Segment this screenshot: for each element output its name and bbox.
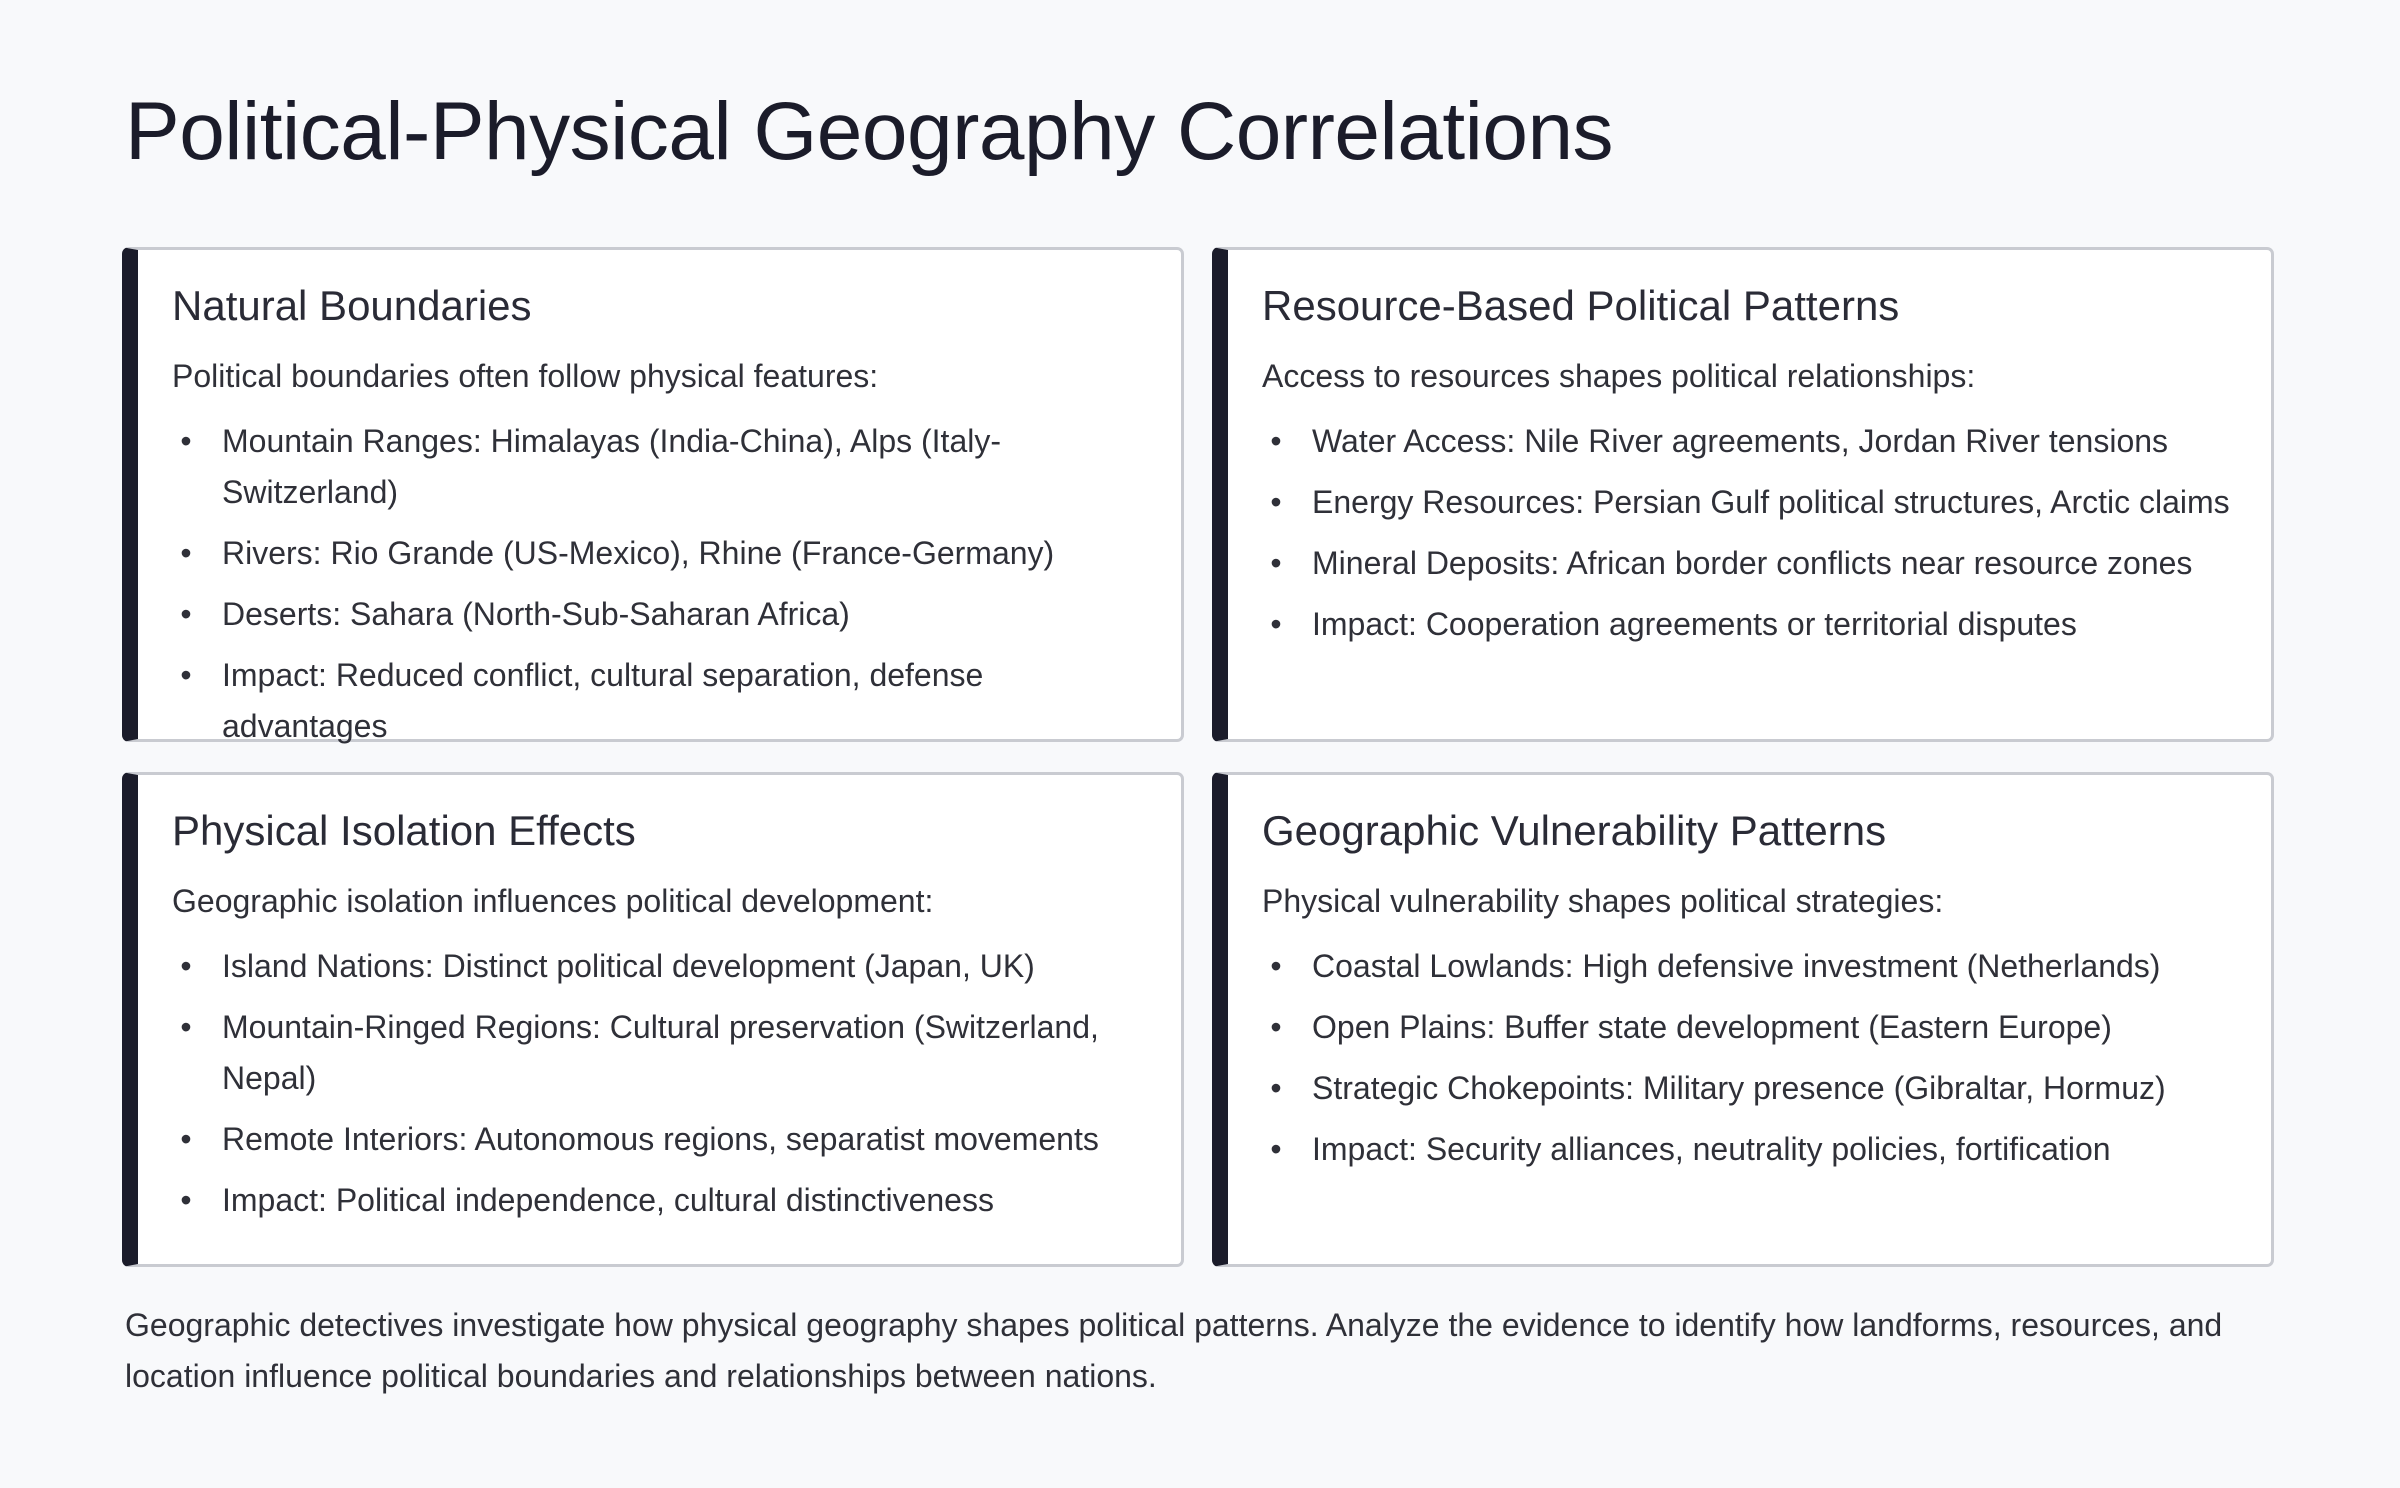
card-physical-isolation-effects: Physical Isolation Effects Geographic is… xyxy=(122,772,1184,1267)
list-item: • Coastal Lowlands: High defensive invest… xyxy=(1262,941,2241,992)
bullet-icon: • xyxy=(1270,1009,1282,1045)
card-title: Geographic Vulnerability Patterns xyxy=(1262,807,1887,854)
list-item-text: Open Plains: Buffer state development (E… xyxy=(1312,1009,2112,1045)
list-item: • Impact: Reduced conflict, cultural sepa… xyxy=(172,650,1151,752)
list-item-text: Mountain Ranges: Himalayas (India-China)… xyxy=(222,423,1001,510)
list-item: • Open Plains: Buffer state development (… xyxy=(1262,1002,2241,1053)
list-item-text: Mineral Deposits: African border conflic… xyxy=(1312,545,2193,581)
bullet-icon: • xyxy=(1270,606,1282,642)
list-item: • Deserts: Sahara (North-Sub-Saharan Afri… xyxy=(172,589,1151,640)
list-item: • Mountain Ranges: Himalayas (India-China… xyxy=(172,416,1151,518)
bullet-icon: • xyxy=(1270,948,1282,984)
card-list: • Coastal Lowlands: High defensive invest… xyxy=(1262,941,2241,1175)
list-item: • Energy Resources: Persian Gulf politica… xyxy=(1262,477,2241,528)
bullet-icon: • xyxy=(1270,1131,1282,1167)
card-title: Physical Isolation Effects xyxy=(172,807,636,854)
list-item-text: Island Nations: Distinct political devel… xyxy=(222,948,1035,984)
card-intro: Access to resources shapes political rel… xyxy=(1262,358,1976,394)
page-title: Political-Physical Geography Correlation… xyxy=(125,86,1614,177)
bullet-icon: • xyxy=(180,423,192,459)
list-item-text: Mountain-Ringed Regions: Cultural preser… xyxy=(222,1009,1099,1096)
card-title: Natural Boundaries xyxy=(172,282,532,329)
list-item-text: Impact: Security alliances, neutrality p… xyxy=(1312,1131,2111,1167)
card-list: • Mountain Ranges: Himalayas (India-China… xyxy=(172,416,1151,752)
card-grid: Natural Boundaries Political boundaries … xyxy=(122,247,2274,1267)
list-item-text: Water Access: Nile River agreements, Jor… xyxy=(1312,423,2169,459)
list-item-text: Impact: Political independence, cultural… xyxy=(222,1182,994,1218)
list-item: • Mineral Deposits: African border confli… xyxy=(1262,538,2241,589)
card-resource-based-political-patterns: Resource-Based Political Patterns Access… xyxy=(1212,247,2274,742)
list-item: • Remote Interiors: Autonomous regions, s… xyxy=(172,1114,1151,1165)
list-item-text: Strategic Chokepoints: Military presence… xyxy=(1312,1070,2166,1106)
list-item: • Island Nations: Distinct political deve… xyxy=(172,941,1151,992)
card-list: • Water Access: Nile River agreements, Jo… xyxy=(1262,416,2241,650)
card-list: • Island Nations: Distinct political deve… xyxy=(172,941,1151,1226)
card-geographic-vulnerability-patterns: Geographic Vulnerability Patterns Physic… xyxy=(1212,772,2274,1267)
card-intro: Geographic isolation influences politica… xyxy=(172,883,934,919)
list-item: • Impact: Political independence, cultura… xyxy=(172,1175,1151,1226)
list-item-text: Deserts: Sahara (North-Sub-Saharan Afric… xyxy=(222,596,850,632)
list-item: • Rivers: Rio Grande (US-Mexico), Rhine (… xyxy=(172,528,1151,579)
list-item-text: Rivers: Rio Grande (US-Mexico), Rhine (F… xyxy=(222,535,1055,571)
list-item-text: Remote Interiors: Autonomous regions, se… xyxy=(222,1121,1099,1157)
bullet-icon: • xyxy=(1270,423,1282,459)
list-item: • Water Access: Nile River agreements, Jo… xyxy=(1262,416,2241,467)
bullet-icon: • xyxy=(180,1121,192,1157)
footer-description: Geographic detectives investigate how ph… xyxy=(125,1307,2223,1394)
bullet-icon: • xyxy=(1270,1070,1282,1106)
list-item: • Strategic Chokepoints: Military presenc… xyxy=(1262,1063,2241,1114)
card-title: Resource-Based Political Patterns xyxy=(1262,282,1900,329)
card-intro: Physical vulnerability shapes political … xyxy=(1262,883,1944,919)
bullet-icon: • xyxy=(180,948,192,984)
card-intro: Political boundaries often follow physic… xyxy=(172,358,879,394)
bullet-icon: • xyxy=(180,657,192,693)
list-item-text: Coastal Lowlands: High defensive investm… xyxy=(1312,948,2161,984)
list-item-text: Impact: Reduced conflict, cultural separ… xyxy=(222,657,984,744)
list-item: • Impact: Security alliances, neutrality … xyxy=(1262,1124,2241,1175)
bullet-icon: • xyxy=(1270,484,1282,520)
list-item-text: Energy Resources: Persian Gulf political… xyxy=(1312,484,2230,520)
list-item-text: Impact: Cooperation agreements or territ… xyxy=(1312,606,2077,642)
list-item: • Impact: Cooperation agreements or terri… xyxy=(1262,599,2241,650)
bullet-icon: • xyxy=(180,596,192,632)
list-item: • Mountain-Ringed Regions: Cultural prese… xyxy=(172,1002,1151,1104)
bullet-icon: • xyxy=(180,1182,192,1218)
bullet-icon: • xyxy=(180,535,192,571)
card-natural-boundaries: Natural Boundaries Political boundaries … xyxy=(122,247,1184,744)
bullet-icon: • xyxy=(180,1009,192,1045)
bullet-icon: • xyxy=(1270,545,1282,581)
